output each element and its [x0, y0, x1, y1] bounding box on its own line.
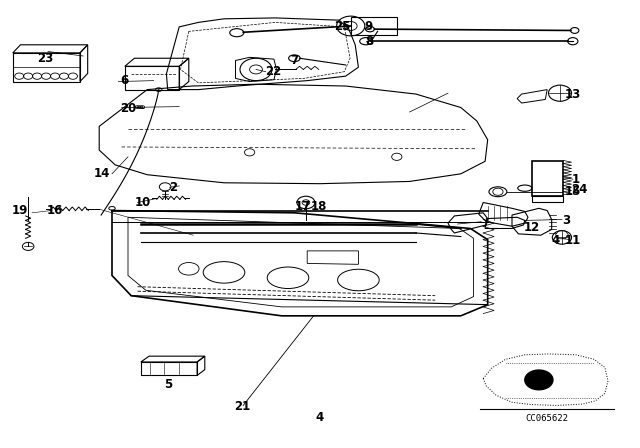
Text: 5: 5	[164, 378, 172, 391]
Text: 19: 19	[12, 204, 28, 217]
Text: 9: 9	[365, 20, 373, 34]
Text: CC065622: CC065622	[525, 414, 569, 423]
Text: 11: 11	[564, 234, 580, 247]
Text: 8: 8	[365, 35, 373, 48]
Text: 4: 4	[552, 234, 560, 247]
Text: 16: 16	[47, 204, 63, 217]
Text: 1: 1	[572, 172, 580, 186]
Circle shape	[525, 370, 553, 390]
Text: 23: 23	[36, 52, 53, 65]
Text: 18: 18	[310, 199, 327, 213]
Text: 7: 7	[291, 54, 298, 67]
Text: 14: 14	[93, 167, 110, 181]
Text: 21: 21	[234, 400, 250, 413]
Text: 2: 2	[169, 181, 177, 194]
Text: 22: 22	[266, 65, 282, 78]
Text: 4: 4	[316, 411, 324, 425]
Text: 24: 24	[572, 182, 588, 196]
Text: 6: 6	[120, 74, 129, 87]
Text: 13: 13	[564, 87, 580, 101]
Text: 12: 12	[524, 221, 540, 234]
Text: 10: 10	[134, 196, 150, 209]
Text: 25: 25	[334, 20, 351, 34]
Text: 15: 15	[564, 185, 581, 198]
Text: 17: 17	[294, 199, 310, 213]
Text: 3: 3	[562, 214, 570, 227]
Text: 20: 20	[120, 102, 136, 115]
